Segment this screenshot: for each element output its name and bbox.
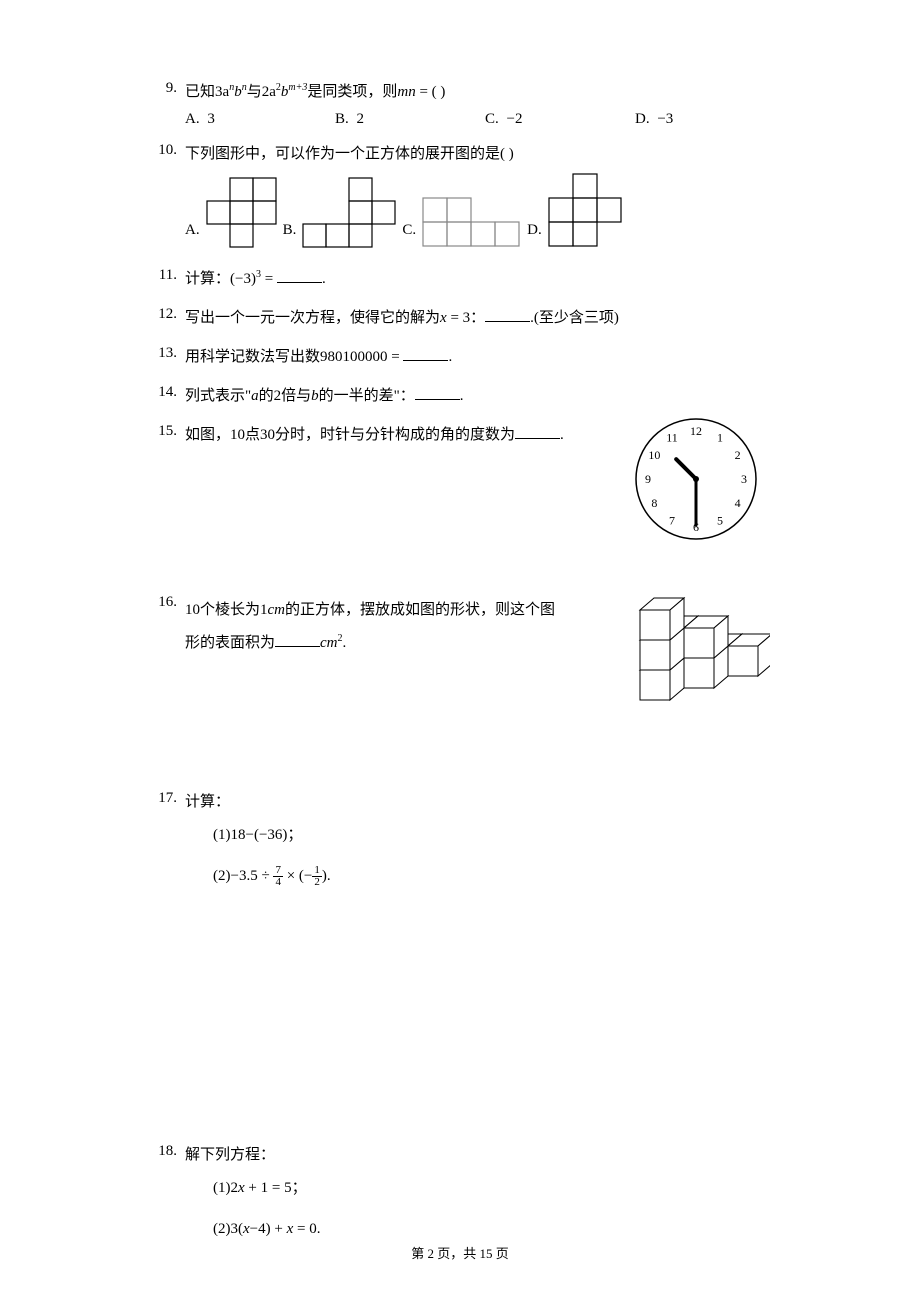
cube-net-d (548, 173, 624, 249)
q10-body: 下列图形中，可以作为一个正方体的展开图的是( ) A. B. C. D. (185, 142, 760, 249)
q16-blank (275, 632, 320, 647)
q14-blank (415, 385, 460, 400)
q15-number: 15. (155, 423, 185, 440)
q10-text: 下列图形中，可以作为一个正方体的展开图的是( ) (185, 146, 514, 162)
q9-choices: A. 3 B. 2 C. −2 D. −3 (185, 111, 785, 128)
q9-body: 已知3anbn与2a2bm+3是同类项，则mn = ( ) A. 3 B. 2 … (185, 80, 785, 128)
q9-number: 9. (155, 80, 185, 97)
svg-text:4: 4 (735, 496, 741, 510)
q11-body: 计算：(−3)3 = . (185, 267, 760, 288)
q12-body: 写出一个一元一次方程，使得它的解为x = 3：.(至少含三项) (185, 306, 760, 327)
svg-text:3: 3 (741, 472, 747, 486)
question-18: 18. 解下列方程： (1)2x + 1 = 5； (2)3(x−4) + x … (155, 1143, 760, 1246)
q9-choice-d: D. −3 (635, 111, 785, 128)
q18-sub1: (1)2x + 1 = 5； (213, 1172, 760, 1205)
cube-net-a (206, 177, 278, 249)
question-17: 17. 计算： (1)18−(−36)； (2)−3.5 ÷ 74 × (−12… (155, 790, 760, 893)
question-13: 13. 用科学记数法写出数980100000 = . (155, 345, 760, 366)
q12-blank (485, 307, 530, 322)
q11-number: 11. (155, 267, 185, 284)
q14-number: 14. (155, 384, 185, 401)
q9-choice-b: B. 2 (335, 111, 485, 128)
q10-choice-c: C. (402, 197, 522, 249)
q10-choice-a: A. (185, 177, 278, 249)
q17-sub1: (1)18−(−36)； (213, 819, 760, 852)
q10-choice-b: B. (283, 177, 398, 249)
question-10: 10. 下列图形中，可以作为一个正方体的展开图的是( ) A. B. C. D. (155, 142, 760, 249)
svg-text:5: 5 (717, 514, 723, 528)
svg-text:8: 8 (651, 496, 657, 510)
svg-text:10: 10 (648, 448, 660, 462)
cube-net-b (302, 177, 397, 249)
svg-text:9: 9 (645, 472, 651, 486)
svg-text:7: 7 (669, 514, 675, 528)
question-9: 9. 已知3anbn与2a2bm+3是同类项，则mn = ( ) A. 3 B.… (155, 80, 760, 128)
q9-choice-a: A. 3 (185, 111, 335, 128)
question-14: 14. 列式表示"a的2倍与b的一半的差"：. (155, 384, 760, 405)
q11-blank (277, 268, 322, 283)
page-footer: 第 2 页，共 15 页 (0, 1243, 920, 1262)
q10-choice-d: D. (527, 173, 624, 249)
cubes-figure (620, 570, 770, 720)
q14-body: 列式表示"a的2倍与b的一半的差"：. (185, 384, 760, 405)
cube-net-c (422, 197, 522, 249)
q17-number: 17. (155, 790, 185, 807)
q10-choices: A. B. C. D. (185, 173, 760, 249)
question-11: 11. 计算：(−3)3 = . (155, 267, 760, 288)
q15-blank (515, 424, 560, 439)
svg-text:2: 2 (735, 448, 741, 462)
q18-sub2: (2)3(x−4) + x = 0. (213, 1213, 760, 1246)
svg-text:11: 11 (666, 430, 678, 444)
page-content: 9. 已知3anbn与2a2bm+3是同类项，则mn = ( ) A. 3 B.… (0, 80, 920, 1246)
q16-number: 16. (155, 594, 185, 611)
q9-choice-c: C. −2 (485, 111, 635, 128)
q9-text: 已知3anbn与2a2bm+3是同类项，则mn = ( ) (185, 84, 445, 100)
q17-body: 计算： (1)18−(−36)； (2)−3.5 ÷ 74 × (−12). (185, 790, 760, 893)
q13-blank (403, 346, 448, 361)
q13-number: 13. (155, 345, 185, 362)
svg-text:1: 1 (717, 430, 723, 444)
q17-sub2: (2)−3.5 ÷ 74 × (−12). (213, 860, 760, 893)
q10-number: 10. (155, 142, 185, 159)
svg-text:12: 12 (690, 424, 702, 438)
q12-number: 12. (155, 306, 185, 323)
question-12: 12. 写出一个一元一次方程，使得它的解为x = 3：.(至少含三项) (155, 306, 760, 327)
q18-number: 18. (155, 1143, 185, 1160)
q13-body: 用科学记数法写出数980100000 = . (185, 345, 760, 366)
q18-body: 解下列方程： (1)2x + 1 = 5； (2)3(x−4) + x = 0. (185, 1143, 760, 1246)
clock-figure: 121234567891011 (632, 415, 760, 543)
